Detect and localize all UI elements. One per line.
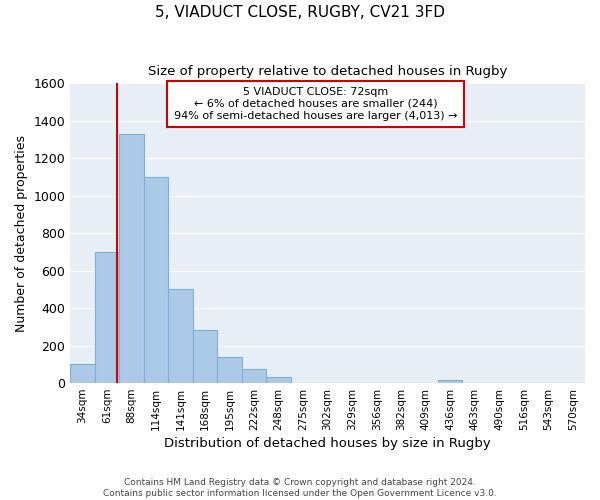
Bar xyxy=(169,290,193,383)
Bar xyxy=(217,357,242,383)
Bar xyxy=(144,177,169,383)
Bar xyxy=(95,252,119,383)
Text: 5, VIADUCT CLOSE, RUGBY, CV21 3FD: 5, VIADUCT CLOSE, RUGBY, CV21 3FD xyxy=(155,5,445,20)
Text: 5 VIADUCT CLOSE: 72sqm
← 6% of detached houses are smaller (244)
94% of semi-det: 5 VIADUCT CLOSE: 72sqm ← 6% of detached … xyxy=(173,88,457,120)
Bar xyxy=(119,134,144,383)
Text: Contains HM Land Registry data © Crown copyright and database right 2024.
Contai: Contains HM Land Registry data © Crown c… xyxy=(103,478,497,498)
X-axis label: Distribution of detached houses by size in Rugby: Distribution of detached houses by size … xyxy=(164,437,491,450)
Y-axis label: Number of detached properties: Number of detached properties xyxy=(15,134,28,332)
Bar xyxy=(266,378,291,383)
Title: Size of property relative to detached houses in Rugby: Size of property relative to detached ho… xyxy=(148,65,508,78)
Bar xyxy=(438,380,463,383)
Bar xyxy=(70,364,95,383)
Bar xyxy=(242,369,266,383)
Bar xyxy=(193,330,217,383)
